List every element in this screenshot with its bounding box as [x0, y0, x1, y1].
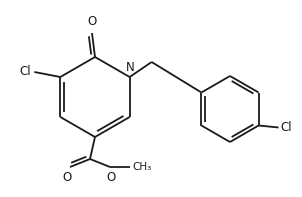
Text: Cl: Cl: [281, 121, 292, 134]
Text: O: O: [106, 171, 116, 184]
Text: CH₃: CH₃: [132, 162, 151, 172]
Text: O: O: [63, 171, 72, 184]
Text: O: O: [87, 15, 97, 28]
Text: N: N: [126, 61, 135, 74]
Text: Cl: Cl: [20, 64, 31, 77]
